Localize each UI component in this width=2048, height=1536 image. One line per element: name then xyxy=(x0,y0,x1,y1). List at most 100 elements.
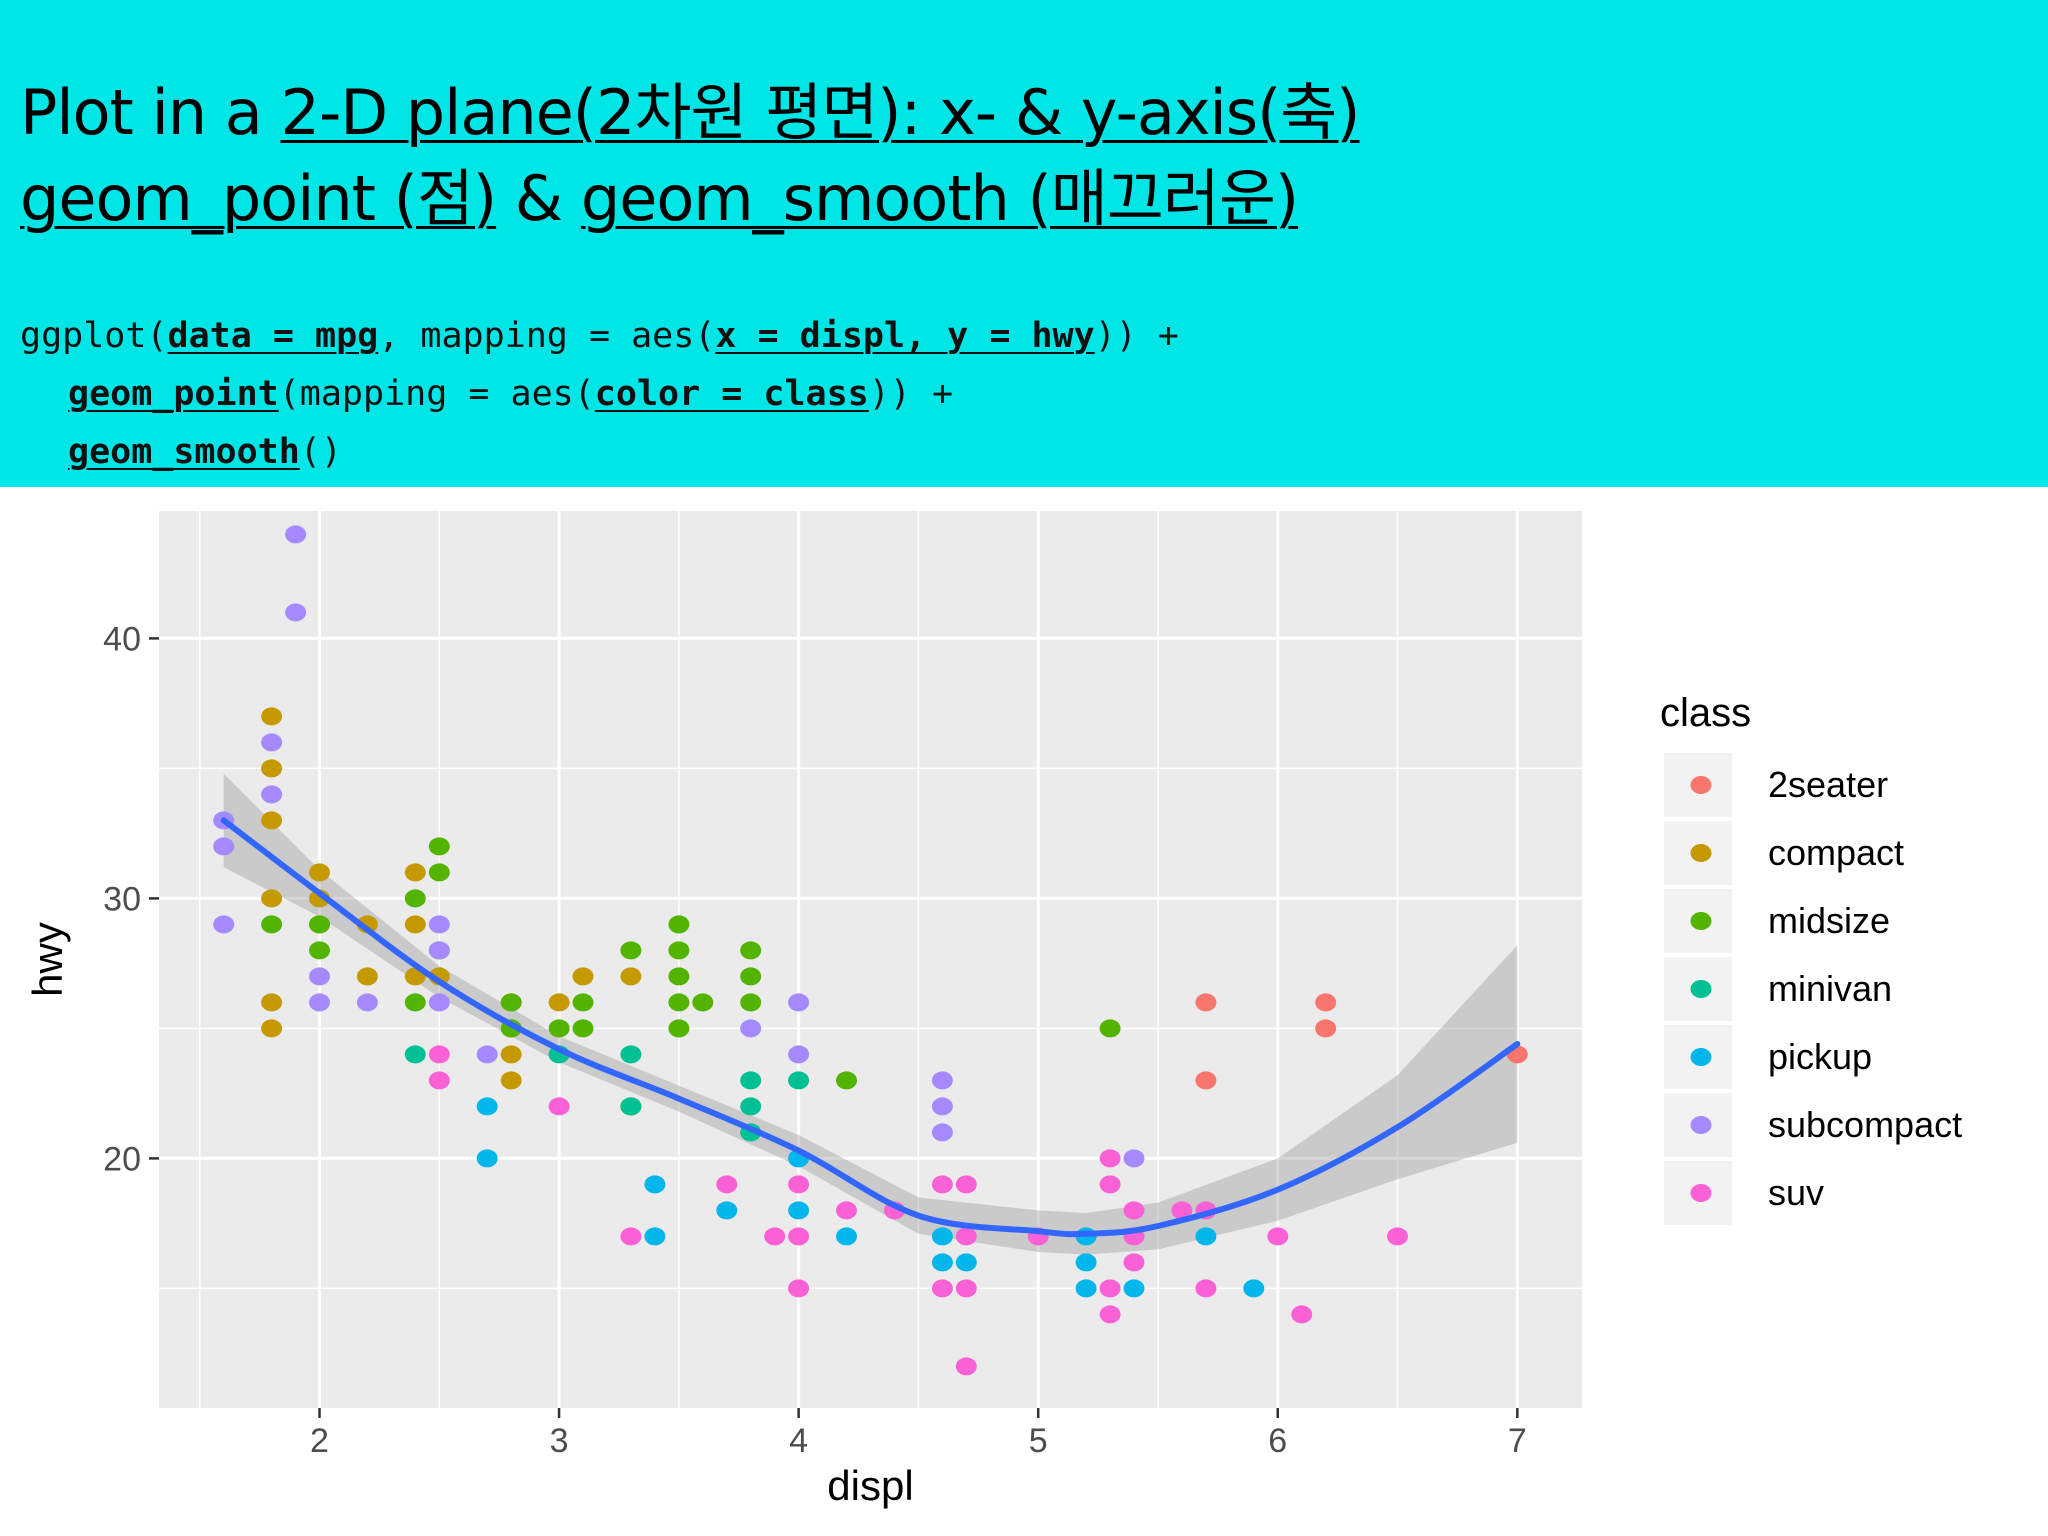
point-pickup xyxy=(955,1253,977,1272)
point-suv xyxy=(788,1175,810,1194)
code-line-1: ggplot(data = mpg, mapping = aes(x = dis… xyxy=(20,316,1179,356)
code-line-1-segment: ggplot( xyxy=(20,316,168,356)
point-suv xyxy=(1099,1149,1121,1168)
point-2seater xyxy=(1195,993,1217,1012)
legend: class 2seater compact midsize minivan pickup s… xyxy=(1660,691,1962,1225)
point-2seater xyxy=(1195,1071,1217,1090)
point-midsize xyxy=(500,993,522,1012)
point-pickup xyxy=(476,1149,498,1168)
plot-panel xyxy=(159,511,1582,1408)
title-banner: Plot in a 2-D plane(2차원 평면): x- & y-axis… xyxy=(0,0,2048,487)
point-midsize xyxy=(572,1019,594,1038)
point-compact xyxy=(261,811,283,830)
legend-label-suv: suv xyxy=(1768,1172,1824,1213)
code-line-1-segment: x = displ, y = hwy xyxy=(715,316,1095,356)
point-pickup xyxy=(836,1227,857,1246)
smooth-line xyxy=(220,817,1521,1238)
point-subcompact xyxy=(309,993,330,1012)
point-subcompact xyxy=(740,1019,762,1038)
point-suv xyxy=(764,1227,786,1246)
point-pickup xyxy=(1195,1227,1217,1246)
point-suv xyxy=(428,1045,450,1064)
point-pickup xyxy=(1075,1253,1097,1272)
point-midsize xyxy=(740,993,762,1012)
point-compact xyxy=(261,759,283,778)
point-compact xyxy=(261,707,283,726)
point-suv xyxy=(836,1201,857,1220)
point-suv xyxy=(788,1227,810,1246)
point-minivan xyxy=(788,1071,810,1090)
point-midsize xyxy=(572,993,594,1012)
point-subcompact xyxy=(213,837,235,856)
y-tick-label: 40 xyxy=(103,620,141,658)
scatter-smooth-chart: 2 3 4 5 6 7 20 30 40 displ hwy class 2seater compact… xyxy=(24,511,1962,1509)
point-midsize xyxy=(548,1019,570,1038)
point-compact xyxy=(620,967,642,986)
smooth-line-layer xyxy=(220,817,1521,1238)
point-2seater xyxy=(1315,993,1337,1012)
point-pickup xyxy=(931,1253,953,1272)
point-suv xyxy=(955,1279,977,1298)
point-midsize xyxy=(620,941,642,960)
point-pickup xyxy=(644,1227,666,1246)
title-line-2-segment: geom_point (점) xyxy=(20,162,497,235)
point-subcompact xyxy=(428,941,450,960)
point-compact xyxy=(548,993,570,1012)
point-suv xyxy=(1171,1201,1193,1220)
point-suv xyxy=(620,1227,642,1246)
legend-label-midsize: midsize xyxy=(1768,900,1890,941)
point-compact xyxy=(261,993,283,1012)
code-line-2-segment: (mapping = aes( xyxy=(278,374,595,414)
point-pickup xyxy=(1243,1279,1265,1298)
point-midsize xyxy=(261,915,283,934)
legend-label-subcompact: subcompact xyxy=(1768,1104,1962,1145)
axes: 2 3 4 5 6 7 20 30 40 displ hwy xyxy=(24,620,1527,1509)
title-line-2-segment: & xyxy=(496,162,581,235)
point-midsize xyxy=(668,993,690,1012)
point-suv xyxy=(1195,1279,1217,1298)
point-compact xyxy=(572,967,594,986)
point-2seater xyxy=(1315,1019,1337,1038)
point-suv xyxy=(1267,1227,1289,1246)
point-suv xyxy=(1291,1305,1313,1324)
point-minivan xyxy=(404,1045,426,1064)
point-compact xyxy=(500,1045,522,1064)
y-axis-label: hwy xyxy=(24,922,71,997)
point-minivan xyxy=(740,1071,762,1090)
point-subcompact xyxy=(788,1045,810,1064)
code-line-2-segment: geom_point xyxy=(68,374,279,414)
x-tick-label: 7 xyxy=(1508,1422,1527,1460)
point-pickup xyxy=(1123,1279,1145,1298)
confidence-ribbon xyxy=(223,773,1518,1255)
point-pickup xyxy=(716,1201,738,1220)
point-suv xyxy=(1099,1305,1121,1324)
point-midsize xyxy=(428,837,450,856)
code-line-2-segment: color = class xyxy=(594,374,869,414)
point-midsize xyxy=(309,915,330,934)
point-midsize xyxy=(428,863,450,882)
point-subcompact xyxy=(428,915,450,934)
legend-swatch-compact xyxy=(1690,844,1712,862)
point-suv xyxy=(1387,1227,1408,1246)
point-suv xyxy=(931,1175,953,1194)
x-tick-label: 6 xyxy=(1268,1422,1287,1460)
point-midsize xyxy=(740,967,762,986)
legend-swatch-minivan xyxy=(1690,980,1712,998)
point-suv xyxy=(548,1097,570,1116)
point-subcompact xyxy=(285,525,307,544)
point-subcompact xyxy=(1123,1149,1145,1168)
point-midsize xyxy=(668,967,690,986)
y-tick-label: 30 xyxy=(103,880,141,918)
legend-label-minivan: minivan xyxy=(1768,968,1892,1009)
point-compact xyxy=(261,889,283,908)
point-compact xyxy=(261,1019,283,1038)
point-midsize xyxy=(692,993,714,1012)
point-suv xyxy=(1099,1175,1121,1194)
point-subcompact xyxy=(213,915,235,934)
legend-swatch-pickup xyxy=(1690,1048,1712,1066)
point-compact xyxy=(404,915,426,934)
code-line-1-segment: )) + xyxy=(1094,316,1179,356)
point-suv xyxy=(1123,1253,1145,1272)
x-axis-label: displ xyxy=(827,1462,913,1509)
point-minivan xyxy=(740,1097,762,1116)
